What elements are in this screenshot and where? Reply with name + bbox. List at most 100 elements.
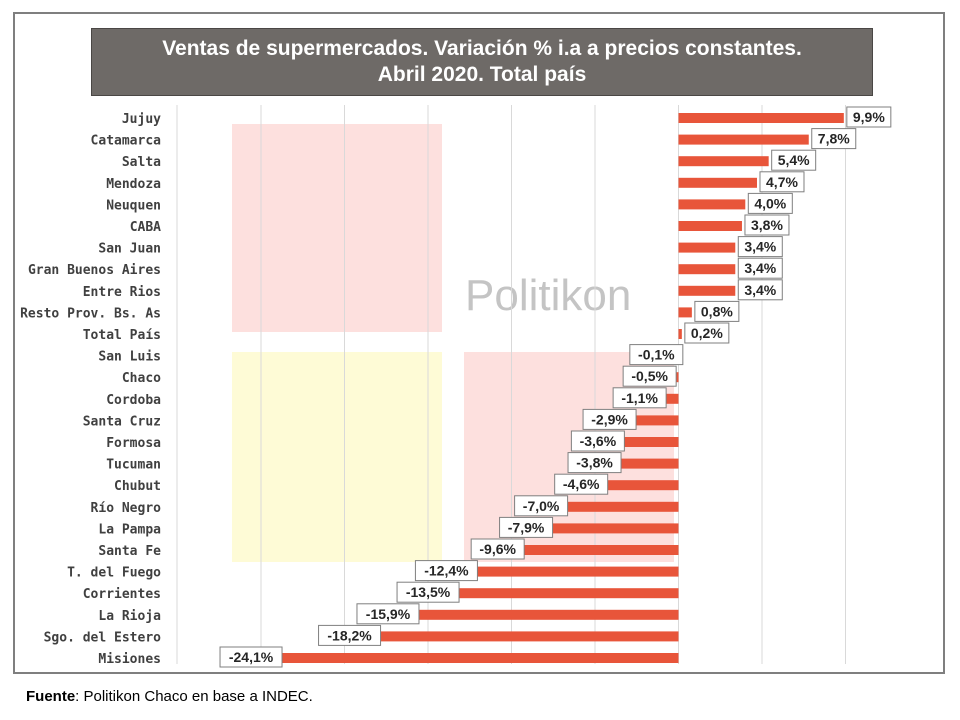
source-label: Fuente (26, 688, 76, 705)
category-label: Entre Rios (83, 285, 161, 300)
data-label: 3,4% (737, 279, 783, 301)
source-text: : Politikon Chaco en base a INDEC. (75, 688, 313, 705)
bar (561, 501, 679, 512)
category-label: T. del Fuego (67, 566, 161, 581)
category-label: Salta (122, 155, 161, 170)
bar (678, 199, 746, 210)
data-label: 5,4% (771, 149, 817, 171)
data-label: -7,9% (499, 516, 554, 538)
data-label: -0,5% (622, 365, 677, 387)
data-label-text: -7,9% (508, 519, 545, 535)
category-label: Resto Prov. Bs. As (20, 306, 161, 321)
data-label-text: 0,8% (701, 303, 733, 319)
data-label-text: 7,8% (818, 131, 850, 147)
category-label: Misiones (98, 652, 161, 667)
data-label-box (737, 236, 783, 258)
data-label-box (318, 624, 382, 646)
data-label-box (582, 408, 637, 430)
data-label: -1,1% (612, 387, 667, 409)
category-labels: Jujuy Catamarca Salta Mendoza Neuquen CABA San… (20, 112, 161, 667)
data-label-box (567, 452, 622, 474)
data-labels: 9,9%7,8% 5,4% 4,7% 4,0% 3,8% 3,4% 3,4% 3,4% 0,8%… (219, 106, 892, 668)
data-label: 4,7% (759, 171, 805, 193)
data-label: -24,1% (219, 646, 283, 668)
bar (660, 393, 679, 404)
data-label: -13,5% (396, 581, 460, 603)
data-label-text: 3,4% (744, 239, 776, 255)
data-label-box (554, 473, 609, 495)
data-label-box (219, 646, 283, 668)
bar (678, 242, 736, 253)
watermark-text: Politikon (465, 271, 631, 320)
bar (678, 264, 736, 275)
bar (678, 177, 757, 188)
data-label-box (470, 538, 525, 560)
data-label: 3,8% (744, 214, 790, 236)
data-label-text: 5,4% (778, 152, 810, 168)
bar (374, 631, 679, 642)
bar (412, 609, 679, 620)
data-label-box (747, 192, 793, 214)
chart-title-box: Ventas de supermercados. Variación % i.a… (91, 28, 873, 96)
category-label: Formosa (106, 436, 161, 451)
category-label: San Luis (98, 350, 161, 365)
data-label: -3,6% (570, 430, 625, 452)
data-label-text: -9,6% (479, 541, 516, 557)
category-label: Santa Fe (98, 544, 161, 559)
data-label-text: 3,4% (744, 282, 776, 298)
bar (601, 480, 679, 491)
data-label-box (694, 300, 740, 322)
data-label-box (811, 128, 857, 150)
bar (276, 653, 679, 663)
data-label-text: -3,8% (576, 455, 613, 471)
category-label: Chubut (114, 479, 161, 494)
bar (471, 566, 679, 577)
data-label-box (514, 495, 569, 517)
bar (678, 156, 769, 167)
data-label: 0,8% (694, 300, 740, 322)
source-note: Fuente: Politikon Chaco en base a INDEC. (26, 688, 313, 705)
data-label-box (414, 560, 478, 582)
data-label-text: -24,1% (229, 649, 274, 665)
data-label-box (629, 344, 684, 366)
bar (678, 221, 742, 231)
watermark: Politikon (232, 124, 674, 562)
data-label: 9,9% (846, 106, 892, 128)
category-label: Total País (83, 328, 161, 343)
bar (678, 329, 682, 339)
data-label: 3,4% (737, 236, 783, 258)
bar (630, 415, 679, 426)
data-label: -7,0% (514, 495, 569, 517)
data-label-box (744, 214, 790, 236)
data-label-text: -18,2% (327, 627, 372, 643)
data-label: -3,8% (567, 452, 622, 474)
category-label: Jujuy (122, 112, 161, 127)
data-label-box (396, 581, 460, 603)
data-label-text: -2,9% (591, 411, 628, 427)
bar (615, 458, 679, 469)
category-label: Cordoba (106, 393, 161, 408)
data-label-box (737, 257, 783, 279)
data-label-text: 3,4% (744, 260, 776, 276)
category-label: La Rioja (98, 609, 161, 624)
category-label: CABA (130, 220, 161, 235)
data-label-box (771, 149, 817, 171)
category-label: San Juan (98, 242, 161, 257)
data-label-text: 4,7% (766, 174, 798, 190)
data-label-box (612, 387, 667, 409)
bar (546, 523, 679, 534)
data-label: 4,0% (747, 192, 793, 214)
data-label-text: -13,5% (406, 584, 451, 600)
data-label-box (846, 106, 892, 128)
bar (618, 437, 679, 447)
category-label: Neuquen (106, 198, 161, 213)
data-label-text: -0,1% (638, 347, 675, 363)
data-label: -12,4% (414, 560, 478, 582)
data-label-text: -7,0% (523, 498, 560, 514)
category-label: Río Negro (91, 501, 162, 516)
data-label-box (570, 430, 625, 452)
data-label-text: -1,1% (621, 390, 658, 406)
watermark-red-square-top (232, 124, 442, 332)
data-label-text: 9,9% (853, 109, 885, 125)
